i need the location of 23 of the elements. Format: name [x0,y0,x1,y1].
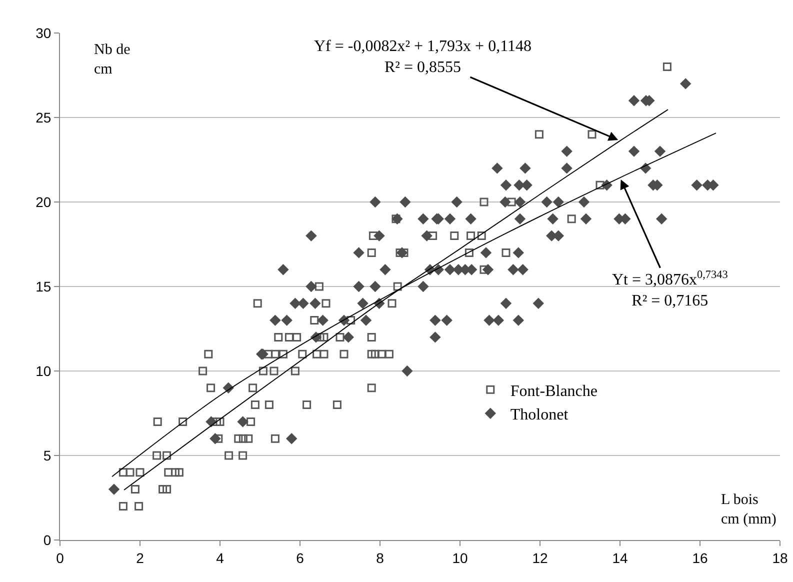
x-tick-label: 16 [692,550,708,566]
x-tick-label: 18 [772,550,788,566]
y-tick-label: 5 [43,447,52,464]
x-tick-label: 12 [532,550,548,566]
x-tick-label: 2 [136,550,144,566]
y-tick-label: 30 [36,24,52,41]
x-tick-label: 4 [216,550,224,566]
y-tick-label: 15 [36,278,52,294]
x-tick-label: 10 [452,550,468,566]
annotation: Yf = -0,0082x² + 1,793x + 0,1148 R² = 0,8555 [314,38,532,76]
x-tick-label: 14 [612,550,628,566]
legend-label: Font-Blanche [510,382,598,400]
y-tick-label: 0 [43,532,52,548]
y-tick-label: 25 [36,109,52,126]
y-tick-label: 20 [36,194,52,210]
annotation: Yt = 3,0876x$^{0,7343}$ R² = 0,7165 [612,269,728,310]
y-axis-title: Nb de cm [94,42,131,78]
y-tick-label: 10 [36,362,52,379]
legend-label: Tholonet [510,406,569,424]
x-tick-label: 8 [376,550,384,566]
x-tick-label: 6 [296,550,304,566]
x-axis-title: L bois cm (mm) [721,492,776,528]
x-tick-label: 0 [56,550,64,566]
